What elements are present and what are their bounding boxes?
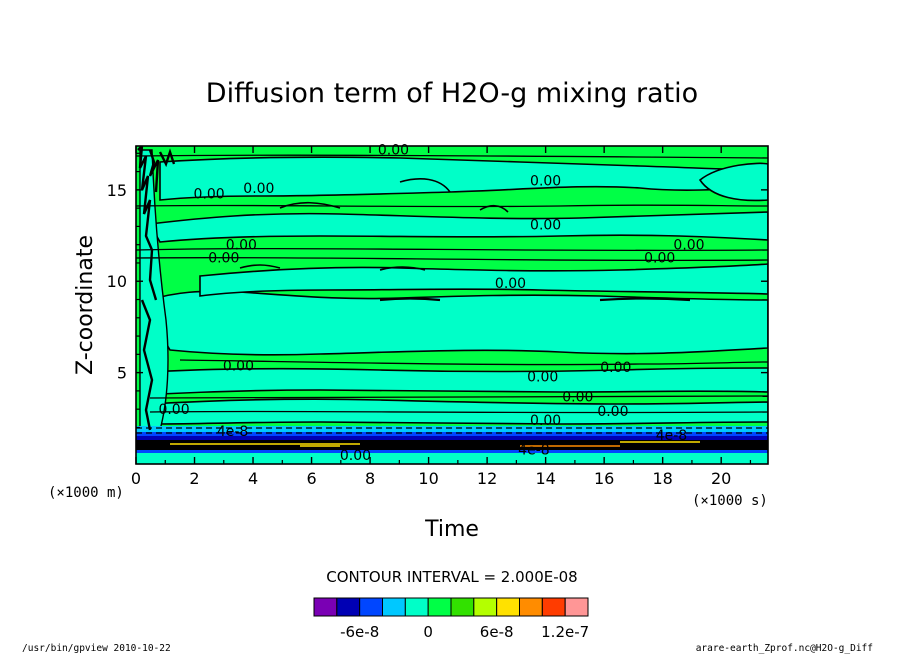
region-low-1	[148, 367, 768, 395]
band-blue-1	[136, 432, 768, 436]
contour-label: 0.00	[527, 369, 558, 385]
footer-right: arare-earth_Zprof.nc@H2O-g_Diff	[696, 643, 873, 654]
left-edge-structures	[137, 146, 176, 431]
colorbar-swatch	[519, 597, 543, 617]
colorbar-swatch	[473, 597, 498, 617]
x-axis: 0 2 4 6 8 10 12 14 16 18 20	[131, 146, 752, 488]
x-tick-label: 18	[652, 469, 672, 488]
band-black	[136, 440, 768, 450]
x-tick-label: 4	[248, 469, 258, 488]
contour-label: 0.00	[378, 143, 409, 159]
colorbar	[313, 597, 589, 617]
dashed-contours	[136, 427, 768, 434]
colorbar-swatch	[541, 597, 566, 617]
colorbar-swatch	[359, 597, 383, 617]
x-tick-label: 10	[418, 469, 438, 488]
surface-streaks	[170, 441, 700, 447]
y-unit-label: (×1000 m)	[48, 485, 124, 501]
colorbar-label: 6e-8	[480, 623, 514, 641]
contour-label: 0.00	[158, 402, 189, 418]
colorbar-labels: -6e-8 0 6e-8 1.2e-7	[340, 623, 589, 641]
x-tick-label: 0	[131, 469, 141, 488]
contour-interval: CONTOUR INTERVAL = 2.000E-08	[326, 568, 577, 586]
contour-label: 0.00	[600, 360, 631, 376]
contour-label: 0.00	[644, 250, 675, 266]
region-upper-mid	[199, 263, 768, 297]
contour-label: 0.00	[243, 181, 274, 197]
contour-label: 0.00	[223, 358, 254, 374]
region-top-right	[698, 162, 768, 202]
colorbar-swatch	[427, 597, 452, 617]
x-tick-label: 6	[306, 469, 316, 488]
x-tick-label: 12	[477, 469, 497, 488]
y-axis-title: Z-coordinate	[73, 235, 98, 375]
colorbar-swatch	[450, 597, 475, 617]
contour-label: 0.00	[208, 250, 239, 266]
band-navy-1	[136, 436, 768, 440]
colorbar-swatch	[564, 597, 589, 617]
x-tick-label: 8	[365, 469, 375, 488]
plot-frame	[135, 145, 769, 465]
x-tick-label: 16	[594, 469, 614, 488]
contour-label: 0.00	[597, 404, 628, 420]
colorbar-swatch	[496, 597, 520, 617]
x-unit-label: (×1000 s)	[692, 493, 768, 509]
colorbar-swatch	[313, 597, 338, 617]
colorbar-swatch	[404, 597, 429, 617]
region-mid	[149, 290, 768, 356]
colorbar-label: 1.2e-7	[541, 623, 589, 641]
contour-label: 0.00	[194, 187, 225, 203]
y-axis: 5 10 15	[107, 152, 768, 447]
x-axis-title: Time	[424, 517, 479, 542]
band-surface	[136, 453, 768, 464]
contour-label: 4e-8	[656, 428, 687, 444]
contour-label: 0.00	[530, 413, 561, 429]
contour-label: 4e-8	[217, 424, 248, 440]
y-tick-label: 5	[117, 364, 127, 383]
colorbar-label: 0	[423, 623, 433, 641]
band-cyan-1	[136, 426, 768, 432]
x-tick-label: 14	[535, 469, 555, 488]
contour-label: 0.00	[495, 276, 526, 292]
contour-label: 0.00	[340, 448, 371, 464]
x-tick-label: 20	[711, 469, 731, 488]
contour-label: 0.00	[530, 174, 561, 190]
contour-labels: 0.000.000.00 0.000.000.000.000.000.000.00…	[158, 143, 704, 464]
y-tick-label: 10	[107, 272, 127, 291]
contour-label: 0.00	[226, 238, 257, 254]
contour-label: 0.00	[673, 238, 704, 254]
chart-title: Diffusion term of H2O-g mixing ratio	[206, 78, 698, 109]
plot-area	[136, 146, 768, 464]
colorbar-label: -6e-8	[340, 623, 379, 641]
x-tick-label: 2	[189, 469, 199, 488]
region-upper	[148, 211, 768, 243]
footer-left: /usr/bin/gpview 2010-10-22	[22, 643, 171, 654]
contour-label: 4e-8	[518, 442, 549, 458]
contour-label: 0.00	[562, 389, 593, 405]
y-tick-label: 15	[107, 181, 127, 200]
band-blue-2	[136, 450, 768, 453]
contour-label: 0.00	[530, 218, 561, 234]
contour-lines	[136, 154, 768, 414]
colorbar-swatch	[382, 597, 406, 617]
colorbar-swatch	[336, 597, 361, 617]
